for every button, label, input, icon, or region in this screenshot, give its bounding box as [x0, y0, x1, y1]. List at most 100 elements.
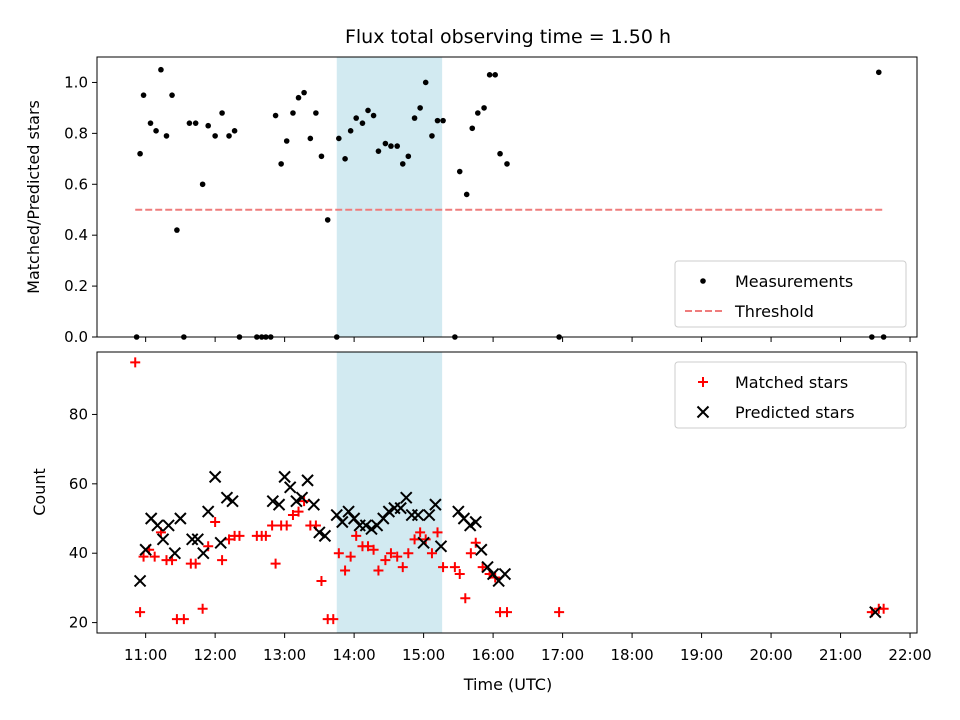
data-point [345, 551, 356, 562]
data-point [434, 117, 441, 124]
data-point [342, 156, 348, 162]
data-point [267, 520, 278, 531]
y-tick-label: 0.4 [64, 226, 88, 244]
data-point [266, 494, 280, 508]
data-point [365, 107, 371, 114]
data-point [139, 543, 152, 556]
data-point [400, 491, 413, 504]
data-point [370, 112, 377, 119]
data-point [333, 548, 344, 559]
data-point [351, 530, 362, 541]
data-point [438, 562, 449, 573]
data-point [426, 548, 437, 559]
data-point [133, 574, 147, 588]
data-point [328, 614, 339, 625]
data-point [498, 567, 512, 581]
data-point [214, 536, 227, 550]
data-point [158, 66, 164, 73]
data-point [226, 494, 239, 508]
top-y-axis-label: Matched/Predicted stars [24, 100, 43, 294]
legend-box [674, 361, 907, 429]
data-point [272, 112, 279, 119]
data-point [422, 79, 429, 86]
data-point [178, 614, 189, 625]
data-point [411, 508, 425, 522]
data-point [397, 562, 408, 573]
data-point [454, 569, 465, 580]
x-tick-label: 14:00 [333, 646, 376, 664]
data-point [197, 603, 208, 614]
data-point [234, 530, 245, 541]
data-point [324, 217, 331, 223]
data-point [231, 128, 238, 134]
data-point [138, 551, 149, 562]
top-highlight-span [336, 57, 443, 337]
data-point [283, 481, 297, 494]
data-point [140, 92, 147, 98]
data-point [434, 540, 448, 553]
data-point [169, 92, 175, 98]
data-point [486, 72, 493, 78]
data-point [293, 506, 304, 517]
data-point [417, 105, 423, 111]
data-point [260, 530, 271, 541]
data-point [147, 120, 154, 126]
data-point [411, 115, 418, 121]
data-point [359, 519, 373, 532]
top-panel: 0.0 0.2 0.4 0.6 0.8 1.0 Measurements Threshold [64, 56, 918, 346]
data-point [156, 533, 170, 546]
data-point [504, 161, 510, 167]
data-point [497, 150, 503, 157]
y-tick-label: 20 [69, 614, 88, 632]
data-point [385, 548, 396, 559]
bottom-y-axis-label: Count [30, 468, 49, 516]
data-point [174, 227, 180, 233]
data-point [469, 515, 482, 529]
data-point [388, 143, 394, 149]
data-point [290, 110, 296, 116]
data-point [174, 512, 187, 525]
data-point [380, 555, 391, 566]
data-point [318, 153, 325, 160]
data-point [307, 498, 321, 511]
data-point [313, 526, 326, 539]
data-point [212, 133, 218, 139]
x-tick-label: 15:00 [402, 646, 445, 664]
data-point [399, 161, 406, 167]
data-point [475, 543, 488, 556]
data-point [149, 551, 160, 562]
y-tick-label: 0.8 [64, 124, 88, 142]
data-point [186, 120, 193, 126]
data-point [307, 135, 314, 142]
data-point [313, 110, 319, 116]
data-point [415, 527, 426, 538]
data-point [192, 120, 199, 126]
data-point [208, 470, 222, 484]
data-point [219, 110, 225, 116]
x-tick-label: 17:00 [541, 646, 584, 664]
data-point [432, 527, 443, 538]
data-point [429, 498, 442, 511]
x-tick-label: 19:00 [680, 646, 723, 664]
x-tick-label: 12:00 [194, 646, 237, 664]
data-point [220, 491, 234, 504]
bottom-legend: Matched stars Predicted stars [674, 361, 907, 429]
data-point [318, 529, 332, 543]
chart-title: Flux total observing time = 1.50 h [345, 26, 671, 48]
data-point [477, 562, 488, 573]
data-point [295, 94, 302, 101]
data-point [359, 120, 366, 126]
data-point [373, 565, 384, 576]
legend-marker [698, 377, 708, 387]
data-point [278, 161, 284, 167]
data-point [470, 537, 481, 548]
data-point [290, 494, 303, 508]
data-point [272, 498, 286, 511]
data-point [403, 548, 414, 559]
legend-marker [700, 278, 706, 284]
x-tick-label: 21:00 [819, 646, 862, 664]
data-point [465, 548, 476, 559]
data-point [469, 125, 476, 132]
data-point [163, 133, 170, 139]
legend-label: Threshold [734, 302, 814, 321]
